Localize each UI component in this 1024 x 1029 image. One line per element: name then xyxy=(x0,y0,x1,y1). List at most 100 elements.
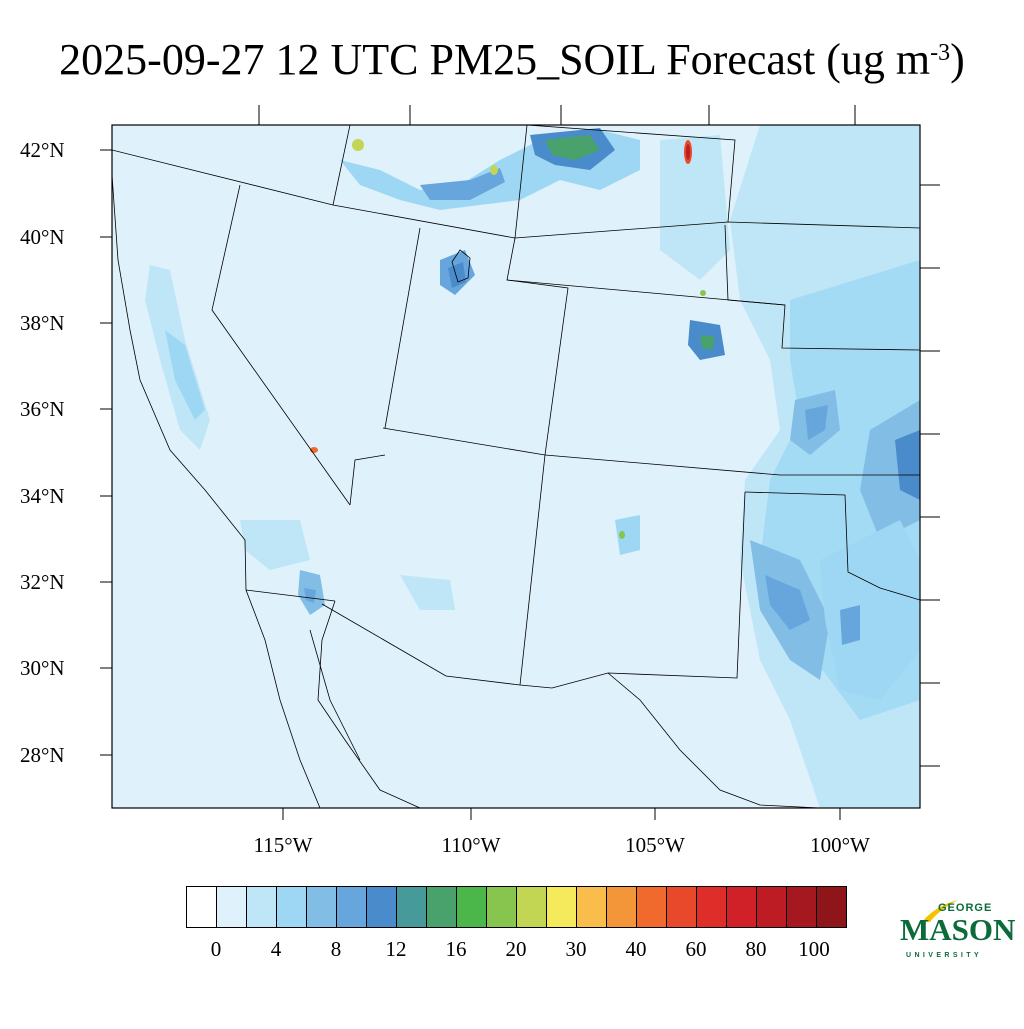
title-text: 2025-09-27 12 UTC PM25_SOIL Forecast (ug… xyxy=(59,35,931,84)
hotspot-nm xyxy=(619,531,625,539)
hotspot-wyoming-core xyxy=(686,144,690,160)
colorbar-label: 12 xyxy=(385,937,407,961)
plume-gulf xyxy=(820,520,920,700)
lat-label-32: 32°N xyxy=(20,570,65,594)
plume-utah-lake-core xyxy=(448,262,466,288)
boundary-four-corners xyxy=(382,427,920,476)
boundary-idaho-east xyxy=(332,125,351,206)
colorbar-label: 8 xyxy=(330,937,342,961)
plume-mexicali-core xyxy=(304,588,316,603)
title-close: ) xyxy=(950,35,965,84)
colorbar-swatch xyxy=(307,887,337,927)
plume-oklahoma-core xyxy=(895,430,920,500)
colorbar-label: 20 xyxy=(505,937,527,961)
plume-texas-core xyxy=(765,575,810,630)
colorbar-labels: 0 4 8 12 16 20 30 40 60 80 100 xyxy=(0,935,1024,965)
coastline-gulf-california xyxy=(317,600,421,808)
colorbar-swatch xyxy=(487,887,517,927)
plume-colorado-front-green xyxy=(700,335,715,350)
colorbar-swatch xyxy=(787,887,817,927)
plume-south-texas xyxy=(840,605,860,645)
lon-label-115: 115°W xyxy=(254,833,313,857)
title-superscript: -3 xyxy=(930,40,951,66)
colorbar-swatch xyxy=(577,887,607,927)
coastline-california xyxy=(112,174,321,808)
boundary-az-nm xyxy=(519,454,546,686)
colorbar xyxy=(186,886,847,928)
colorbar-label: 0 xyxy=(210,937,222,961)
colorbar-swatch xyxy=(247,887,277,927)
lat-label-38: 38°N xyxy=(20,311,65,335)
colorbar-swatch xyxy=(187,887,217,927)
great-salt-lake xyxy=(451,249,471,283)
colorbar-label: 100 xyxy=(798,937,830,961)
colorbar-label: 16 xyxy=(445,937,467,961)
plume-wyoming-east xyxy=(660,135,730,280)
rio-grande xyxy=(607,672,821,808)
concentration-field xyxy=(145,125,920,808)
lon-label-100: 100°W xyxy=(810,833,870,857)
boundary-nv-ut xyxy=(384,227,421,429)
hotspot-idaho xyxy=(352,139,364,151)
boundary-ca-nv xyxy=(211,184,351,506)
logo-george: GEORGE xyxy=(938,902,993,914)
colorbar-swatch xyxy=(277,887,307,927)
state-boundaries xyxy=(112,125,920,808)
plume-oklahoma-east xyxy=(860,400,920,540)
coastline-baja-east xyxy=(309,629,361,761)
logo-mason: MASON xyxy=(900,912,1016,947)
colorbar-swatch xyxy=(517,887,547,927)
colorbar-swatch xyxy=(367,887,397,927)
colorbar-swatch xyxy=(667,887,697,927)
lat-label-42: 42°N xyxy=(20,138,65,162)
boundary-ok xyxy=(744,491,920,601)
plume-new-mexico xyxy=(615,515,640,555)
lon-label-110: 110°W xyxy=(442,833,501,857)
gmu-logo: GEORGE MASON UNIVERSITY xyxy=(898,896,1015,966)
colorbar-label: 4 xyxy=(270,937,282,961)
colorbar-swatch xyxy=(547,887,577,927)
plume-idaho-core xyxy=(420,168,505,200)
colorbar-swatch xyxy=(817,887,846,927)
colorbar-label: 40 xyxy=(625,937,647,961)
logo-swoosh-icon xyxy=(922,900,958,922)
colorbar-swatch xyxy=(397,887,427,927)
colorbar-label: 80 xyxy=(745,937,767,961)
map-frame xyxy=(111,124,921,809)
lon-ticks-top xyxy=(258,105,856,125)
hotspot-colorado xyxy=(700,290,706,296)
colorbar-swatch xyxy=(607,887,637,927)
lat-ticks-left xyxy=(100,149,112,756)
lon-label-105: 105°W xyxy=(625,833,685,857)
colorbar-swatch xyxy=(697,887,727,927)
boundary-ut-east xyxy=(506,237,569,456)
colorbar-swatch xyxy=(727,887,757,927)
lon-ticks-bottom xyxy=(282,808,841,820)
lat-label-36: 36°N xyxy=(20,397,65,421)
colorbar-label: 30 xyxy=(565,937,587,961)
colorbar-swatch xyxy=(217,887,247,927)
lat-label-34: 34°N xyxy=(20,484,65,508)
colorbar-label: 60 xyxy=(685,937,707,961)
boundary-nm-tx xyxy=(321,491,746,689)
hotspot-wyoming-2 xyxy=(490,165,498,175)
colorbar-swatch xyxy=(757,887,787,927)
lat-ticks-right xyxy=(920,184,940,767)
plume-arizona xyxy=(400,575,455,610)
plume-kansas-core xyxy=(805,405,828,440)
plume-central-valley-2 xyxy=(165,330,205,420)
lat-label-40: 40°N xyxy=(20,225,65,249)
colorado-river xyxy=(349,454,386,506)
plume-wyoming-green xyxy=(545,135,600,160)
boundary-mexico xyxy=(245,589,336,602)
lat-label-28: 28°N xyxy=(20,743,65,767)
boundary-co-east xyxy=(724,224,920,351)
colorbar-swatch xyxy=(637,887,667,927)
colorbar-swatch xyxy=(337,887,367,927)
plume-gulf-coast xyxy=(830,770,920,808)
boundary-wy xyxy=(514,125,736,239)
logo-university: UNIVERSITY xyxy=(906,952,983,959)
plume-socal xyxy=(240,520,310,570)
